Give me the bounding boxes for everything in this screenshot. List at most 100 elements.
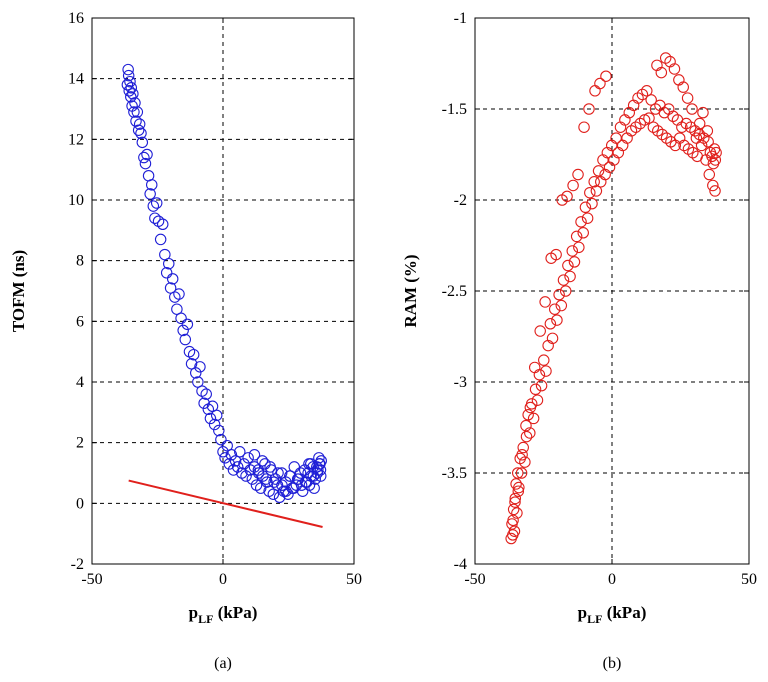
data-point (584, 186, 596, 199)
data-point (129, 97, 141, 109)
data-point (539, 296, 551, 308)
data-point (578, 121, 590, 133)
y-tick-label: 2 (76, 435, 84, 452)
axis-ticks: -50 0 50 -4 -3.5 -3 -2.5 -2 -1.5 -1 (442, 10, 757, 588)
panel-caption: (b) (603, 655, 622, 672)
y-tick-label: 10 (68, 192, 84, 209)
data-point (636, 88, 649, 101)
y-tick-label: 8 (76, 253, 84, 270)
chart-panel-a: -50 0 50 -2 0 2 4 6 8 10 12 14 16 TOFM (ns) pLF (kPa… (9, 10, 362, 672)
x-axis-label-subscript: LF (587, 612, 602, 626)
data-point (579, 201, 592, 214)
data-point (298, 464, 311, 476)
data-point (511, 507, 523, 519)
data-point (553, 288, 565, 301)
data-point (246, 473, 259, 485)
data-point (551, 314, 563, 326)
data-point (194, 361, 206, 373)
data-point (625, 125, 638, 137)
data-point (138, 151, 150, 164)
y-tick-label: 6 (76, 313, 84, 330)
data-point (127, 88, 139, 100)
data-point (181, 318, 194, 331)
data-point (139, 157, 152, 170)
data-point (529, 383, 542, 396)
y-tick-label: 0 (76, 495, 84, 512)
data-point (588, 176, 600, 188)
data-point (175, 312, 187, 325)
data-point (710, 146, 722, 159)
data-point (132, 124, 145, 136)
data-point (511, 467, 524, 479)
chart-panel-b: -50 0 50 -4 -3.5 -3 -2.5 -2 -1.5 -1 RAM (%) pLF (… (401, 10, 757, 672)
data-point (586, 197, 598, 210)
data-point (519, 456, 531, 468)
data-point (200, 388, 212, 400)
y-axis-label: TOFM (ns) (9, 250, 28, 332)
data-point (656, 128, 668, 141)
data-point (123, 85, 135, 97)
data-point (676, 121, 688, 133)
data-point (122, 69, 135, 82)
data-point (125, 82, 138, 94)
data-point (149, 212, 161, 224)
y-tick-label: -1 (454, 10, 467, 27)
data-point (295, 479, 308, 491)
axis-ticks: -50 0 50 -2 0 2 4 6 8 10 12 14 16 (68, 10, 362, 588)
data-point (238, 458, 250, 470)
data-point (179, 333, 192, 346)
x-tick-label: 50 (741, 571, 757, 588)
y-tick-label: -2.5 (442, 283, 467, 300)
data-point (260, 473, 272, 485)
data-point (225, 449, 238, 461)
data-point (643, 112, 655, 124)
data-point (531, 394, 544, 406)
data-point (575, 216, 587, 228)
data-point (131, 106, 144, 118)
x-axis-label: pLF (kPa) (578, 603, 647, 626)
data-point (223, 458, 236, 470)
y-tick-label: -2 (71, 556, 84, 573)
data-point (534, 325, 546, 337)
data-point (524, 401, 537, 414)
data-point (600, 70, 612, 82)
data-point (687, 146, 699, 159)
data-point (630, 121, 642, 133)
x-tick-label: -50 (81, 571, 102, 588)
data-point (659, 52, 672, 64)
data-point (213, 424, 225, 437)
data-point (548, 303, 561, 315)
data-point (634, 117, 646, 130)
data-point (150, 197, 163, 209)
x-axis-label: pLF (kPa) (189, 603, 258, 626)
data-point (133, 118, 146, 130)
y-tick-label: 14 (68, 71, 84, 88)
data-point (709, 185, 721, 197)
data-point (287, 482, 300, 494)
data-point (163, 257, 175, 270)
data-point (540, 365, 552, 377)
data-point (314, 470, 327, 482)
data-point (538, 354, 550, 366)
data-point (314, 464, 327, 476)
data-point (208, 418, 221, 431)
data-point (305, 458, 317, 470)
data-point (215, 433, 227, 446)
data-point (313, 452, 325, 464)
data-point (567, 179, 579, 192)
data-point (516, 449, 528, 461)
data-point (592, 165, 605, 177)
data-point (703, 168, 716, 181)
data-point (198, 397, 210, 409)
data-point (581, 212, 594, 224)
data-point (651, 59, 663, 72)
data-point (610, 132, 622, 144)
data-point (527, 412, 540, 425)
data-point (693, 117, 706, 130)
data-point (219, 452, 231, 464)
data-point (594, 77, 606, 90)
data-point (678, 139, 690, 152)
data-point (122, 63, 134, 76)
data-point (706, 150, 718, 163)
data-point (234, 446, 246, 458)
